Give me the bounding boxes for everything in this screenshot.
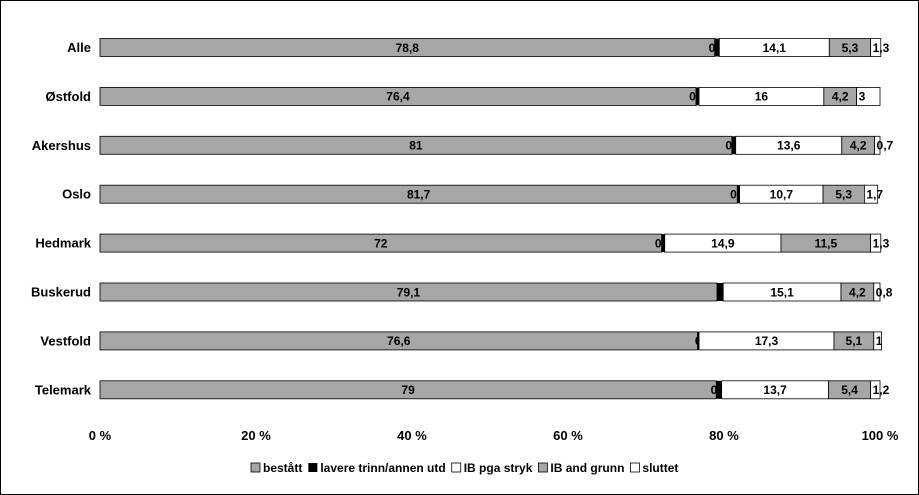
category-label-akershus: Akershus: [32, 138, 91, 153]
bar-segment-sluttet-buskerud: [873, 282, 881, 302]
x-tick-label: 20 %: [241, 428, 271, 443]
data-label-sluttet-buskerud: 0,8: [876, 285, 893, 299]
legend-label-lavere-trinn-annen-utd: lavere trinn/annen utd: [320, 461, 445, 475]
data-label-ib-and-grunn-oslo: 5,3: [835, 188, 852, 202]
x-tick-label: 80 %: [709, 428, 739, 443]
bar-segment-sluttet-akershus: [874, 135, 881, 155]
data-label-bestatt-akershus: 81: [409, 139, 423, 153]
data-label-ib-and-grunn-telemark: 5,4: [841, 383, 858, 397]
category-labels: Alle Østfold Akershus Oslo Hedmark Buskerud Ve…: [31, 40, 92, 397]
data-label-bestatt-hedmark: 72: [374, 236, 388, 250]
data-label-bestatt-alle: 78,8: [396, 41, 420, 55]
bar-segment-sluttet-telemark: [870, 380, 881, 400]
category-label-vestfold: Vestfold: [40, 333, 91, 348]
legend-swatch-ib-and-grunn: [538, 462, 548, 473]
data-label-bestatt-telemark: 79: [401, 383, 415, 397]
x-tick-label: 40 %: [397, 428, 427, 443]
bar-segment-sluttet-vestfold: [873, 331, 882, 351]
data-label-ib-pga-stryk-hedmark: 14,9: [711, 236, 735, 250]
data-label-sluttet-alle: 1,3: [873, 41, 890, 55]
bar-segment-lavere-trinn-annen-utd-akershus: [731, 136, 736, 155]
category-label-oslo: Oslo: [62, 187, 91, 202]
bar-segment-lavere-trinn-annen-utd-oslo: [737, 185, 740, 204]
data-label-ib-and-grunn-hedmark: 11,5: [814, 236, 837, 250]
data-label-sluttet-akershus: 0,7: [877, 139, 894, 153]
data-label-ib-pga-stryk-ostfold: 16: [755, 90, 769, 104]
x-tick-label: 60 %: [553, 428, 583, 443]
data-label-sluttet-hedmark: 1,3: [873, 236, 890, 250]
legend-label-ib-pga-stryk: IB pga stryk: [464, 461, 533, 475]
data-label-ib-pga-stryk-telemark: 13,7: [763, 383, 787, 397]
category-label-buskerud: Buskerud: [31, 285, 91, 300]
legend-label-ib-and-grunn: IB and grunn: [550, 461, 624, 475]
data-label-ib-and-grunn-akershus: 4,2: [850, 139, 867, 153]
bar-segment-lavere-trinn-annen-utd-hedmark: [661, 234, 665, 253]
x-tick-label: 100 %: [862, 428, 899, 443]
data-label-ib-pga-stryk-alle: 14,1: [763, 41, 787, 55]
data-label-ib-and-grunn-vestfold: 5,1: [846, 334, 863, 348]
bar-segment-lavere-trinn-annen-utd-vestfold: [697, 331, 700, 350]
data-label-sluttet-oslo: 1,7: [866, 188, 883, 202]
data-label-bestatt-ostfold: 76,4: [386, 90, 410, 104]
data-label-bestatt-buskerud: 79,1: [397, 285, 421, 299]
legend-swatch-lavere-trinn-annen-utd: [308, 463, 318, 472]
legend-swatch-ib-pga-stryk: [451, 462, 462, 473]
data-label-ib-pga-stryk-buskerud: 15,1: [770, 285, 794, 299]
category-label-ostfold: Østfold: [46, 89, 92, 104]
legend-swatch-sluttet: [630, 462, 640, 473]
data-label-ib-pga-stryk-vestfold: 17,3: [755, 334, 779, 348]
x-tick-label: 0 %: [89, 428, 112, 443]
legend-label-sluttet: sluttet: [642, 461, 678, 475]
data-label-ib-and-grunn-buskerud: 4,2: [849, 285, 866, 299]
data-label-sluttet-ostfold: 3: [859, 90, 866, 104]
data-label-bestatt-vestfold: 76,6: [387, 334, 411, 348]
data-label-ib-and-grunn-alle: 5,3: [842, 41, 859, 55]
bar-segment-sluttet-hedmark: [870, 233, 882, 253]
data-label-ib-pga-stryk-oslo: 10,7: [770, 188, 794, 202]
category-label-alle: Alle: [67, 40, 91, 55]
data-label-sluttet-vestfold: 1: [876, 334, 883, 348]
category-label-telemark: Telemark: [35, 382, 92, 397]
data-label-ib-and-grunn-ostfold: 4,2: [832, 90, 849, 104]
data-label-lavere-trinn-annen-utd-vestfold: 0: [695, 334, 702, 348]
bar-segment-lavere-trinn-annen-utd-alle: [714, 38, 720, 57]
data-label-ib-pga-stryk-akershus: 13,6: [777, 139, 801, 153]
data-label-bestatt-oslo: 81,7: [407, 188, 431, 202]
bar-segment-lavere-trinn-annen-utd-ostfold: [695, 87, 700, 106]
legend-swatch-bestatt: [250, 462, 261, 473]
bar-segment-sluttet-oslo: [864, 184, 879, 204]
bar-segment-sluttet-ostfold: [856, 87, 881, 106]
bar-segment-lavere-trinn-annen-utd-telemark: [716, 380, 722, 399]
bar-segment-lavere-trinn-annen-utd-buskerud: [716, 283, 724, 301]
category-label-hedmark: Hedmark: [35, 236, 91, 251]
bars-layer: 78,8 0,6 14,1 5,3 1,376,4 0,4 16 4,2 381 0,5 13,6 4…: [99, 38, 894, 400]
legend: bestått lavere trinn/annen utd IB pga stry…: [250, 461, 678, 475]
x-axis: 0 % 20 % 40 % 60 % 80 % 100 %: [89, 428, 899, 443]
legend-label-bestatt: bestått: [263, 461, 302, 475]
bar-segment-sluttet-alle: [870, 38, 882, 57]
data-label-sluttet-telemark: 1,2: [873, 383, 890, 397]
